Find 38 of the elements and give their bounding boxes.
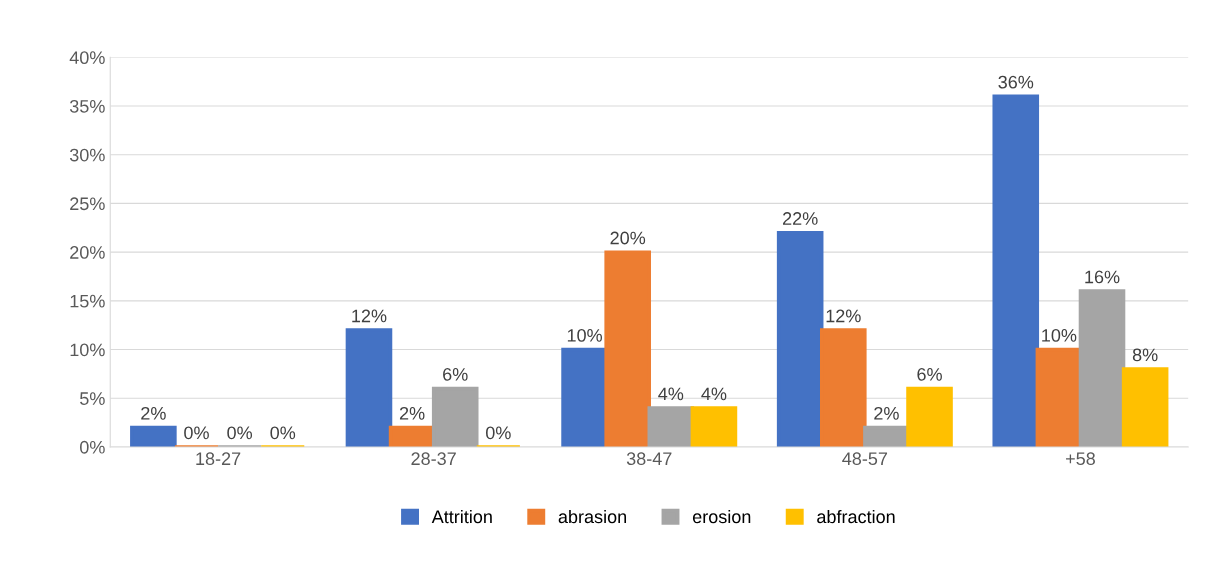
legend-label: Attrition xyxy=(431,509,492,524)
legend-label: abrasion xyxy=(558,509,627,524)
data-label: 4% xyxy=(701,387,727,401)
data-label: 6% xyxy=(443,367,468,381)
x-tick-label: 38-47 xyxy=(626,452,672,466)
data-label: 10% xyxy=(567,329,602,342)
data-label: 12% xyxy=(826,309,861,323)
y-tick-label: 0% xyxy=(80,440,105,454)
data-label: 20% xyxy=(610,231,646,245)
data-label: 0% xyxy=(184,426,209,440)
x-tick-label: 48-57 xyxy=(842,452,888,466)
data-label: 0% xyxy=(270,426,296,440)
y-tick-label: 35% xyxy=(69,99,105,113)
data-label: 8% xyxy=(1132,348,1158,362)
y-tick-label: 30% xyxy=(69,148,105,162)
y-tick-label: 15% xyxy=(70,294,105,308)
data-label: 4% xyxy=(658,387,684,401)
x-tick-label: 18-27 xyxy=(196,452,241,466)
data-label: 36% xyxy=(998,75,1034,89)
y-tick-label: 5% xyxy=(80,392,105,405)
y-tick-label: 10% xyxy=(70,343,105,357)
data-label: 16% xyxy=(1085,270,1120,284)
data-label: 0% xyxy=(485,426,511,440)
data-label: 12% xyxy=(352,309,387,323)
data-label: 2% xyxy=(399,406,425,420)
legend-label: erosion xyxy=(692,509,751,524)
x-tick-label: 28-37 xyxy=(411,452,456,466)
y-tick-label: 20% xyxy=(70,246,105,259)
legend-label: abfraction xyxy=(817,509,895,524)
x-tick-label: +58 xyxy=(1066,452,1095,466)
y-tick-label: 25% xyxy=(70,197,105,211)
y-tick-label: 40% xyxy=(69,51,105,65)
data-label: 2% xyxy=(874,406,899,420)
data-label: 10% xyxy=(1042,329,1077,342)
data-label: 6% xyxy=(917,367,942,381)
data-label: 2% xyxy=(141,406,166,420)
data-label: 0% xyxy=(227,426,253,440)
data-label: 22% xyxy=(783,212,818,225)
